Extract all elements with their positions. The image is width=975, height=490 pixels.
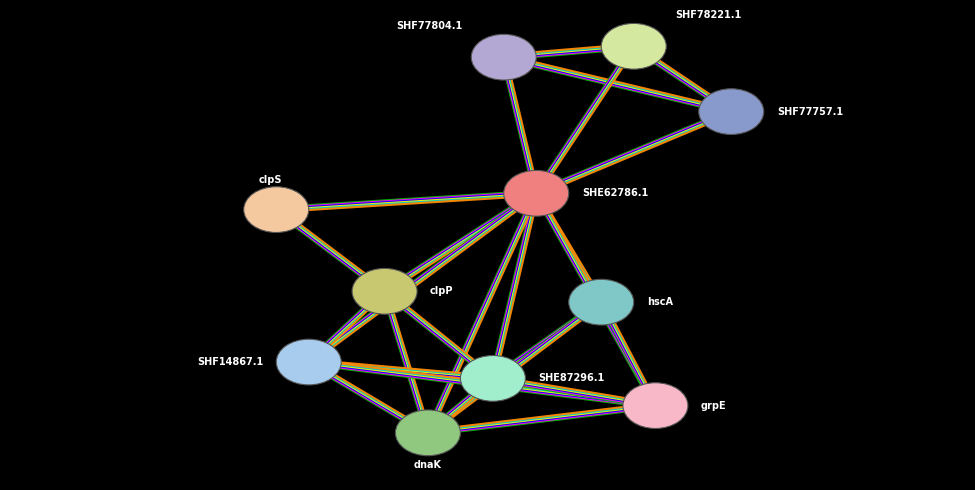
Ellipse shape [396, 410, 460, 456]
Text: dnaK: dnaK [414, 460, 442, 470]
Ellipse shape [244, 187, 309, 232]
Ellipse shape [568, 279, 634, 325]
Ellipse shape [471, 34, 536, 80]
Ellipse shape [276, 339, 341, 385]
Text: SHF14867.1: SHF14867.1 [197, 357, 263, 367]
Text: clpS: clpS [259, 174, 283, 185]
Text: SHF77757.1: SHF77757.1 [777, 107, 842, 117]
Ellipse shape [460, 356, 526, 401]
Text: SHE62786.1: SHE62786.1 [582, 188, 648, 198]
Ellipse shape [504, 171, 568, 216]
Text: clpP: clpP [430, 286, 453, 296]
Ellipse shape [699, 89, 763, 134]
Ellipse shape [352, 269, 417, 314]
Text: hscA: hscA [646, 297, 673, 307]
Text: SHE87296.1: SHE87296.1 [538, 373, 604, 383]
Ellipse shape [602, 24, 666, 69]
Text: SHF77804.1: SHF77804.1 [396, 21, 462, 31]
Text: SHF78221.1: SHF78221.1 [675, 10, 741, 20]
Text: grpE: grpE [701, 401, 726, 411]
Ellipse shape [623, 383, 688, 428]
